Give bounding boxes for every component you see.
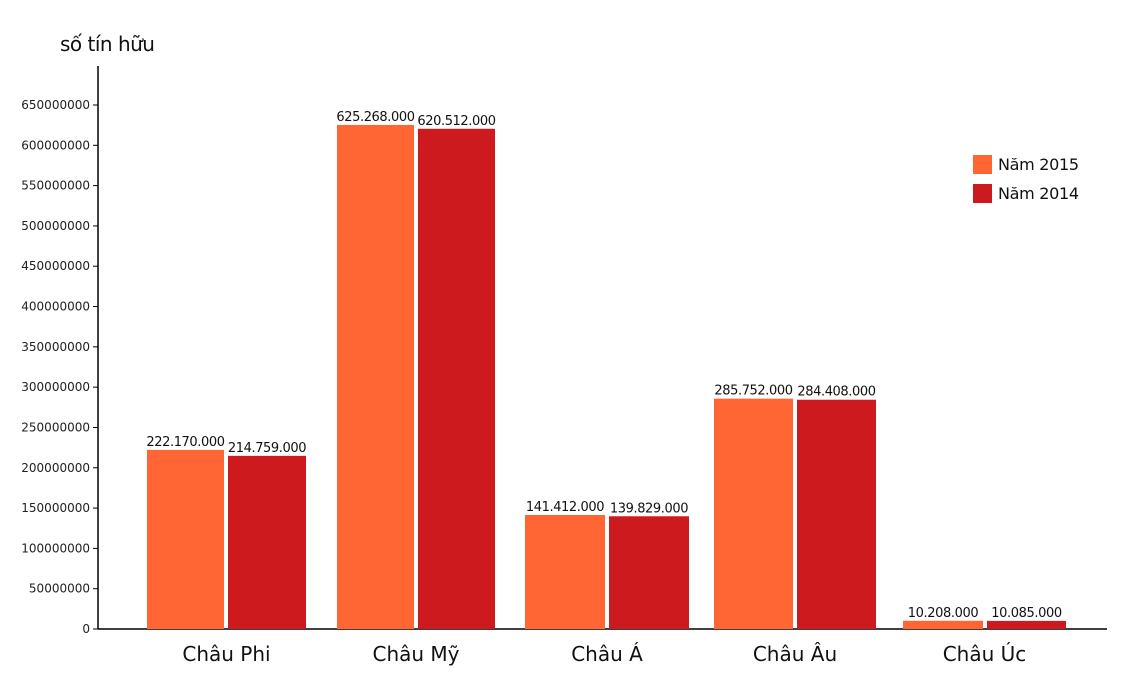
y-axis-title: số tín hữu xyxy=(60,32,155,56)
legend-item-2014: Năm 2014 xyxy=(973,179,1079,208)
bar xyxy=(337,124,414,629)
bar xyxy=(714,398,793,629)
bar-value-label: 620.512.000 xyxy=(417,114,495,129)
x-tick-label: Châu Phi xyxy=(182,642,270,666)
legend-label-2015: Năm 2015 xyxy=(998,155,1079,174)
y-tick-label: 350000000 xyxy=(21,340,90,354)
bar-value-label: 625.268.000 xyxy=(336,110,414,125)
x-tick-label: Châu Á xyxy=(571,642,643,666)
bar-value-label: 10.208.000 xyxy=(908,606,979,621)
y-tick-label: 200000000 xyxy=(21,461,90,475)
y-tick-label: 100000000 xyxy=(21,541,90,555)
y-tick-label: 400000000 xyxy=(21,300,90,314)
x-tick-label: Châu Úc xyxy=(943,642,1027,666)
bar-value-label: 139.829.000 xyxy=(610,501,688,516)
legend-label-2014: Năm 2014 xyxy=(998,184,1079,203)
y-tick-label: 150000000 xyxy=(21,501,90,515)
bar xyxy=(418,128,495,630)
y-tick-label: 0 xyxy=(82,622,90,636)
bar-value-label: 284.408.000 xyxy=(797,385,875,400)
bar-value-label: 285.752.000 xyxy=(714,384,792,399)
y-tick-label: 600000000 xyxy=(21,138,90,152)
bar xyxy=(525,515,605,629)
y-tick-label: 550000000 xyxy=(21,179,90,193)
bar-value-label: 141.412.000 xyxy=(526,500,604,515)
bar-value-label: 214.759.000 xyxy=(228,441,306,456)
y-tick-label: 650000000 xyxy=(21,98,90,112)
y-tick-label: 250000000 xyxy=(21,420,90,434)
y-tick-label: 50000000 xyxy=(29,582,90,596)
bar xyxy=(609,516,689,629)
x-tick-label: Châu Âu xyxy=(753,642,837,666)
y-tick-label: 500000000 xyxy=(21,219,90,233)
y-tick-label: 300000000 xyxy=(21,380,90,394)
bar xyxy=(228,455,306,629)
bar-value-label: 222.170.000 xyxy=(146,435,224,450)
x-tick-label: Châu Mỹ xyxy=(372,642,459,666)
bar xyxy=(147,449,224,629)
bar xyxy=(797,399,876,629)
legend: Năm 2015 Năm 2014 xyxy=(973,150,1079,208)
legend-swatch-2014 xyxy=(973,184,992,203)
bar-value-label: 10.085.000 xyxy=(991,606,1062,621)
bar xyxy=(903,620,983,629)
y-tick-label: 450000000 xyxy=(21,259,90,273)
bar xyxy=(987,620,1066,629)
legend-swatch-2015 xyxy=(973,155,992,174)
legend-item-2015: Năm 2015 xyxy=(973,150,1079,179)
